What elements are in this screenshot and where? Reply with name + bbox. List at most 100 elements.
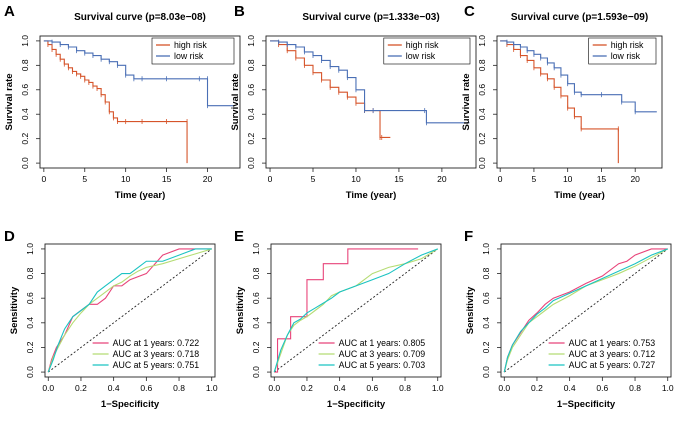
legend-entry: AUC at 3 years: 0.718 xyxy=(113,349,200,359)
y-axis-label: Survival rate xyxy=(230,73,241,130)
x-axis: 0 5 10 15 20 xyxy=(268,168,447,184)
x-axis-label: 1−Specificity xyxy=(557,399,616,410)
y-tick-label: 1.0 xyxy=(251,243,261,255)
legend-entry: AUC at 1 years: 0.722 xyxy=(113,338,200,348)
x-tick-label: 0.4 xyxy=(334,383,346,393)
series-line-2 xyxy=(270,40,470,124)
plot-frame xyxy=(265,35,477,169)
x-tick-label: 5 xyxy=(82,174,87,184)
legend-entry: AUC at 3 years: 0.709 xyxy=(339,349,426,359)
y-axis: 0.0 0.2 0.4 0.6 0.8 1.0 xyxy=(251,243,271,378)
legend-box xyxy=(588,37,657,65)
x-tick-label: 0.0 xyxy=(268,383,280,393)
x-tick-label: 1.0 xyxy=(662,383,674,393)
panel-b: B Survival curve (p=1.333e−03) 0 5 10 15 20 0.0… xyxy=(230,3,477,201)
x-axis-label: Time (year) xyxy=(554,190,605,201)
legend-entry: low risk xyxy=(174,51,204,61)
x-axis: 0.0 0.2 0.4 0.6 0.8 1.0 xyxy=(42,377,218,393)
y-tick-label: 0.4 xyxy=(477,108,487,120)
series-line-1 xyxy=(500,40,619,164)
y-tick-label: 0.6 xyxy=(477,84,487,96)
y-tick-label: 1.0 xyxy=(481,243,491,255)
x-tick-label: 0.2 xyxy=(531,383,543,393)
x-tick-label: 0.4 xyxy=(108,383,120,393)
x-axis: 0 5 10 15 20 xyxy=(498,168,640,184)
legend-entry: high risk xyxy=(611,40,644,50)
legend-entry: AUC at 3 years: 0.712 xyxy=(569,349,656,359)
panel-label: A xyxy=(4,3,15,20)
y-tick-label: 0.2 xyxy=(20,132,30,144)
panel-label: D xyxy=(4,228,15,245)
x-tick-label: 0 xyxy=(498,174,503,184)
y-axis: 0.0 0.2 0.4 0.6 0.8 1.0 xyxy=(481,243,501,378)
y-axis: 0.0 0.2 0.4 0.6 0.8 1.0 xyxy=(246,35,266,169)
panel-f: F 0.0 0.2 0.4 0.6 0.8 1.0 0.0 0.2 0.4 0.6 0.8 1.0 1−S… xyxy=(464,228,674,410)
y-tick-label: 0.4 xyxy=(20,108,30,120)
y-tick-label: 0.8 xyxy=(25,267,35,279)
y-tick-label: 1.0 xyxy=(477,35,487,47)
legend-entry: low risk xyxy=(406,51,436,61)
x-tick-label: 0.6 xyxy=(596,383,608,393)
y-tick-label: 0.4 xyxy=(246,108,256,120)
x-tick-label: 10 xyxy=(563,174,573,184)
legend-box xyxy=(151,37,235,65)
plot-frame xyxy=(500,243,672,378)
x-tick-label: 15 xyxy=(597,174,607,184)
x-tick-label: 0.2 xyxy=(75,383,87,393)
x-tick-label: 0.6 xyxy=(140,383,152,393)
panel-label: E xyxy=(234,228,244,245)
x-axis-label: 1−Specificity xyxy=(101,399,160,410)
y-tick-label: 0.6 xyxy=(481,292,491,304)
y-tick-label: 0.0 xyxy=(20,157,30,169)
y-tick-label: 0.6 xyxy=(25,292,35,304)
legend-entry: AUC at 1 years: 0.805 xyxy=(339,338,426,348)
x-tick-label: 15 xyxy=(162,174,172,184)
y-tick-label: 0.2 xyxy=(251,341,261,353)
series-line-3 xyxy=(273,248,438,373)
legend-entry: low risk xyxy=(611,51,641,61)
y-axis: 0.0 0.2 0.4 0.6 0.8 1.0 xyxy=(20,35,40,169)
x-tick-label: 10 xyxy=(121,174,131,184)
y-tick-label: 0.8 xyxy=(481,267,491,279)
y-axis-label: Survival rate xyxy=(461,73,472,130)
x-tick-label: 0.0 xyxy=(42,383,54,393)
y-tick-label: 0.2 xyxy=(246,132,256,144)
censor-marks-2 xyxy=(506,39,636,115)
y-axis-label: Sensitivity xyxy=(465,286,476,334)
y-tick-label: 0.2 xyxy=(25,341,35,353)
y-tick-label: 0.4 xyxy=(25,317,35,329)
x-tick-label: 0.8 xyxy=(629,383,641,393)
panel-label: F xyxy=(464,228,473,245)
series-line-3 xyxy=(47,248,212,373)
x-tick-label: 0 xyxy=(268,174,273,184)
x-tick-label: 20 xyxy=(437,174,447,184)
y-axis-label: Survival rate xyxy=(4,73,15,130)
y-tick-label: 0.4 xyxy=(481,317,491,329)
legend-entry: AUC at 5 years: 0.727 xyxy=(569,360,656,370)
y-tick-label: 0.2 xyxy=(481,341,491,353)
y-tick-label: 0.2 xyxy=(477,132,487,144)
panel-e: E 0.0 0.2 0.4 0.6 0.8 1.0 0.0 0.2 0.4 0.6 0.8 1.0 1−S… xyxy=(234,228,444,410)
y-axis-label: Sensitivity xyxy=(9,286,20,334)
legend-entry: AUC at 1 years: 0.753 xyxy=(569,338,656,348)
x-axis-label: Time (year) xyxy=(346,190,397,201)
legend-entry: high risk xyxy=(174,40,207,50)
plot-frame xyxy=(270,243,442,378)
y-tick-label: 1.0 xyxy=(20,35,30,47)
x-tick-label: 0.6 xyxy=(366,383,378,393)
x-tick-label: 5 xyxy=(532,174,537,184)
x-axis-label: 1−Specificity xyxy=(327,399,386,410)
chart-title: Survival curve (p=1.593e−09) xyxy=(511,12,648,23)
series-line-1 xyxy=(43,40,188,164)
censor-marks-2 xyxy=(51,39,208,109)
legend-box xyxy=(383,37,471,65)
x-tick-label: 20 xyxy=(630,174,640,184)
y-tick-label: 1.0 xyxy=(25,243,35,255)
y-tick-label: 0.6 xyxy=(251,292,261,304)
legend-entry: high risk xyxy=(406,40,439,50)
x-tick-label: 0.2 xyxy=(301,383,313,393)
panel-c: C Survival curve (p=1.593e−09) 0 5 10 15 20 0.0… xyxy=(461,3,663,201)
